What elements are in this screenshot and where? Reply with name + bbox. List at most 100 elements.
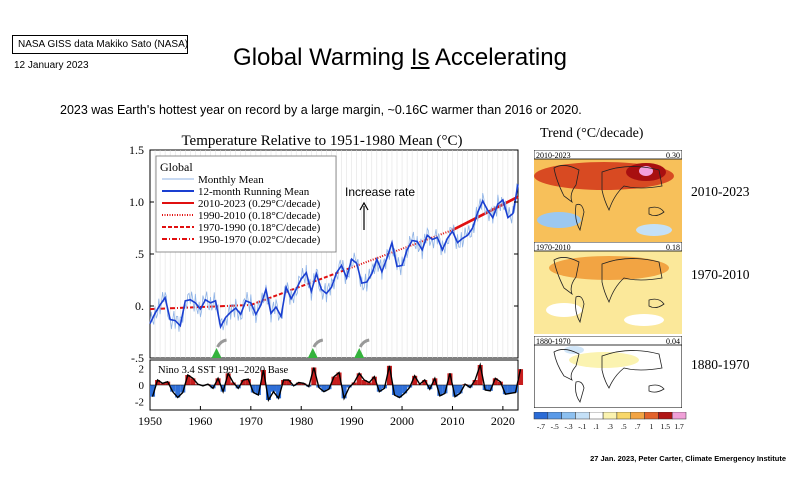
map-australia-outline <box>648 384 665 393</box>
legend-label: Monthly Mean <box>198 174 264 186</box>
nino-bar <box>250 385 256 393</box>
nino-bar <box>422 380 428 385</box>
colorbar-cell <box>547 412 562 420</box>
nino-bar <box>351 382 357 385</box>
map-pacific-neutral <box>546 303 582 317</box>
nino-bar <box>245 379 251 385</box>
chart-title: Temperature Relative to 1951-1980 Mean (… <box>181 133 462 149</box>
volcano-triangle <box>307 348 318 358</box>
nino-bar <box>366 382 372 385</box>
x-tick-label: 2000 <box>390 414 414 428</box>
colorbar-cell <box>630 412 645 420</box>
trend-line-1950-1970 <box>149 303 251 311</box>
upper-panel: 1.5 1.0 .5 0. -.5 Global Monthly Mean12-mont… <box>129 143 519 365</box>
nino-bar <box>518 369 524 385</box>
colorbar-label: -.5 <box>551 422 559 431</box>
map-1970-2010: 1970-2010 0.18 <box>533 241 683 335</box>
x-tick-label: 2010 <box>440 414 464 428</box>
title-part-2: Accelerating <box>429 44 567 71</box>
map-period: 2010-2023 <box>536 151 571 160</box>
footer-credit: 27 Jan. 2023, Peter Carter, Climate Emer… <box>590 454 786 463</box>
nino-bar <box>427 385 433 390</box>
map-period: 1880-1970 <box>536 337 571 346</box>
nino-bar <box>331 376 337 385</box>
colorbar-label: -.3 <box>564 422 572 431</box>
nino-bar <box>215 378 221 385</box>
colorbar-cell <box>658 412 673 420</box>
y-tick-label: 1.5 <box>129 143 144 157</box>
nino-bar <box>432 378 438 385</box>
volcano-triangle <box>354 348 365 358</box>
map-south-neutral <box>624 314 664 326</box>
nino-bar <box>376 385 382 392</box>
nino-bar <box>412 375 418 385</box>
volcano-plume <box>358 338 370 348</box>
map-side-label: 2010-2023 <box>691 184 750 199</box>
legend-label: 1950-1970 (0.02°C/decade) <box>198 234 321 246</box>
map-panel-1970-2010: 1970-2010 0.18 <box>533 241 683 335</box>
map-eurasia-africa-outline <box>601 350 663 389</box>
nino-bar <box>356 373 362 385</box>
map-america-outline <box>553 257 580 296</box>
nino-bar <box>452 385 458 397</box>
nino-bar <box>260 370 266 385</box>
subtitle: 2023 was Earth's hottest year on record … <box>60 103 582 117</box>
nino-bar <box>457 385 463 394</box>
map-south-cool <box>636 224 672 236</box>
nino-bar <box>190 378 196 385</box>
map-america-outline <box>553 349 580 381</box>
nino-bar <box>371 376 377 385</box>
colorbar-label: 1.5 <box>661 422 671 431</box>
nino-bar <box>255 385 261 395</box>
nino-bar <box>442 385 448 394</box>
map-pacific-cool <box>537 212 581 228</box>
nino-bar <box>391 385 398 395</box>
title-underlined-word: Is <box>410 44 430 71</box>
map-period: 1970-2010 <box>536 243 571 252</box>
map-south-america-outline <box>575 203 585 232</box>
colorbar-label: .5 <box>621 422 627 431</box>
legend-label: 1990-2010 (0.18°C/decade) <box>198 210 321 222</box>
nino-bar <box>361 380 367 385</box>
nino-bar <box>512 385 518 393</box>
volcano-plume <box>312 338 324 348</box>
nino-bar <box>397 385 403 398</box>
map-value: 0.04 <box>666 337 680 346</box>
nino-bar <box>472 380 478 385</box>
y-tick-label: -.5 <box>131 351 144 365</box>
nino-line <box>151 362 522 402</box>
colorbar-label: .3 <box>607 422 613 431</box>
increase-rate-annotation: Increase rate <box>345 185 415 199</box>
nino-bar <box>311 367 317 385</box>
map-north-slight-warm <box>569 352 639 368</box>
legend-label: 2010-2023 (0.29°C/decade) <box>198 198 321 210</box>
nino-bar <box>160 383 166 385</box>
map-panel-1880-1970: 1880-1970 0.04 <box>533 335 683 409</box>
nino-bar <box>326 385 332 390</box>
nino-y-tick-label: 2 <box>139 363 145 375</box>
nino-bar <box>225 373 231 385</box>
nino-bar <box>402 385 408 394</box>
colorbar-label: .7 <box>635 422 641 431</box>
map-eurasia-africa-outline <box>601 258 663 304</box>
x-tick-label: 1990 <box>340 414 364 428</box>
map-hotspot <box>639 166 653 176</box>
nino-bar <box>230 382 236 385</box>
colorbar-cell <box>589 412 604 420</box>
map-north-warm <box>549 256 669 280</box>
map-2010-2023: 2010-2023 0.30 <box>533 149 683 245</box>
source-label: NASA GISS data Makiko Sato (NASA) <box>12 35 188 54</box>
page-title: Global Warming Is Accelerating <box>0 44 800 72</box>
maps-title: Trend (°C/decade) <box>540 126 644 141</box>
nino-bar <box>492 378 498 385</box>
nino-bar <box>170 385 176 392</box>
colorbar-label: 1 <box>650 422 654 431</box>
map-panel-2010-2023: 2010-2023 0.30 <box>533 149 683 245</box>
nino-bar <box>220 385 226 392</box>
nino-bar <box>502 385 508 395</box>
nino-y-tick-label: -2 <box>135 397 144 409</box>
x-tick-label: 1970 <box>239 414 263 428</box>
nino-bar <box>341 385 347 399</box>
